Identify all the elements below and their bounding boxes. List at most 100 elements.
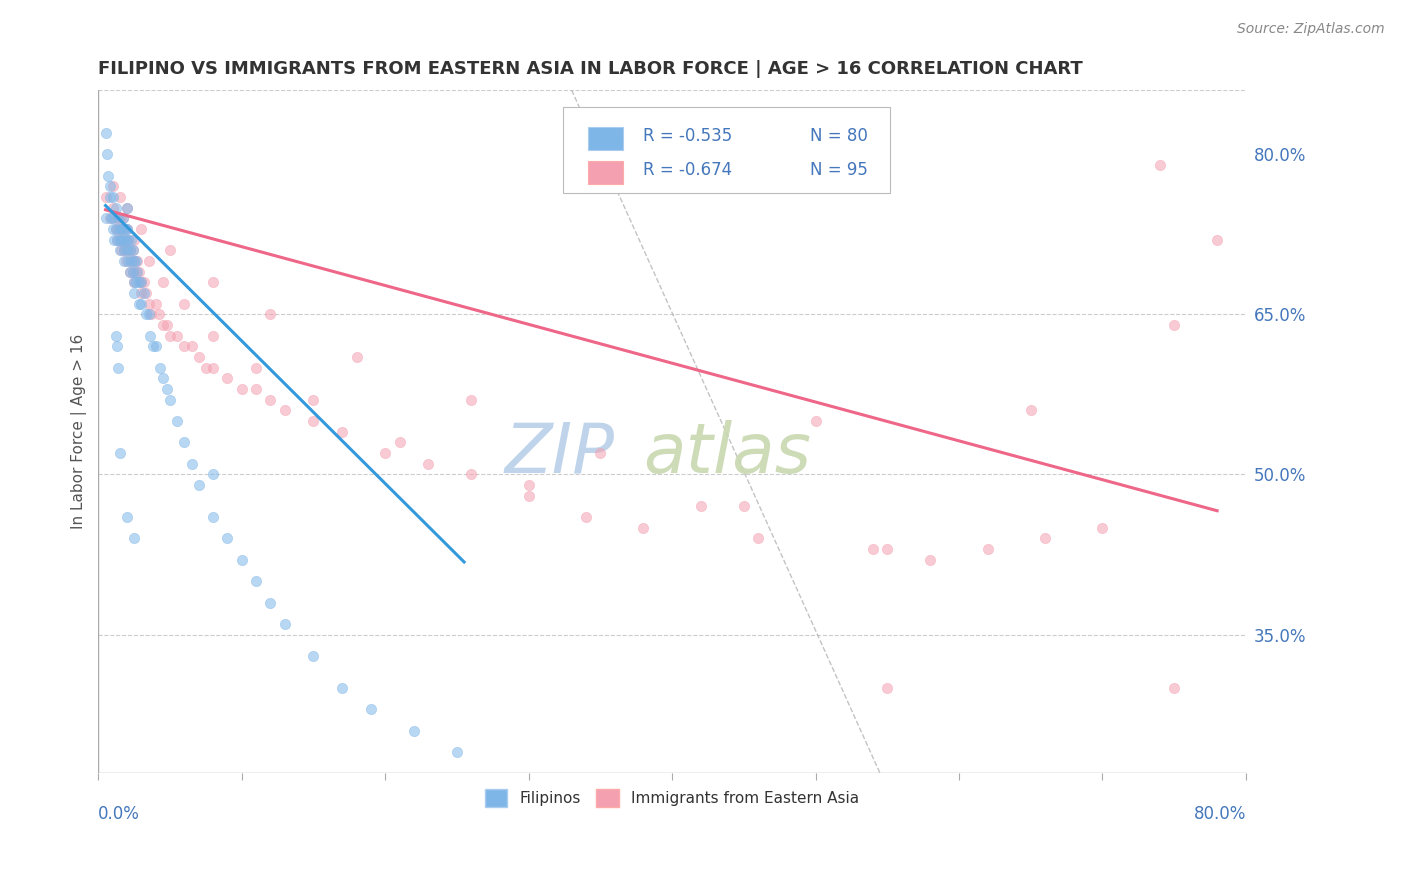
Point <box>460 392 482 407</box>
Point <box>120 254 142 268</box>
Point <box>114 222 136 236</box>
Point <box>862 542 884 557</box>
Point <box>110 244 132 258</box>
Point <box>217 371 239 385</box>
Point <box>1163 318 1185 332</box>
Point <box>259 595 281 609</box>
Point <box>124 276 146 290</box>
Point <box>121 244 143 258</box>
Point <box>122 254 145 268</box>
Point <box>111 222 134 236</box>
Point <box>402 723 425 738</box>
Point <box>107 222 129 236</box>
Point <box>876 681 898 695</box>
Point <box>112 244 135 258</box>
Point <box>152 276 174 290</box>
Point <box>104 211 127 226</box>
Point <box>108 190 131 204</box>
Point <box>156 382 179 396</box>
Point <box>589 446 612 460</box>
Point <box>145 339 167 353</box>
Point <box>976 542 998 557</box>
Point <box>733 500 755 514</box>
Point <box>108 222 131 236</box>
Point <box>374 446 396 460</box>
Point <box>111 211 134 226</box>
Point <box>120 254 142 268</box>
Point <box>128 296 150 310</box>
Point <box>121 244 143 258</box>
Point <box>148 307 170 321</box>
FancyBboxPatch shape <box>588 161 623 184</box>
Point <box>245 574 267 589</box>
FancyBboxPatch shape <box>562 107 890 193</box>
Point <box>121 265 143 279</box>
Point <box>117 233 139 247</box>
Point <box>112 254 135 268</box>
Point <box>98 211 121 226</box>
Point <box>187 478 209 492</box>
Point <box>108 233 131 247</box>
Point <box>111 233 134 247</box>
Point <box>125 254 148 268</box>
Point <box>142 339 165 353</box>
Point <box>517 489 540 503</box>
Point <box>107 360 129 375</box>
Point <box>97 169 120 183</box>
Point <box>111 211 134 226</box>
Point <box>202 510 225 524</box>
Point <box>121 265 143 279</box>
Point <box>149 360 172 375</box>
Point <box>118 244 141 258</box>
Point <box>101 211 124 226</box>
Point <box>202 360 225 375</box>
Point <box>114 233 136 247</box>
Point <box>94 126 117 140</box>
Point <box>115 222 138 236</box>
Point <box>103 233 125 247</box>
Point <box>108 233 131 247</box>
Point <box>101 179 124 194</box>
Text: R = -0.674: R = -0.674 <box>644 161 733 179</box>
Point <box>274 403 297 417</box>
Point <box>245 382 267 396</box>
Point <box>173 339 195 353</box>
Point <box>152 318 174 332</box>
Point <box>118 265 141 279</box>
Text: ZIP: ZIP <box>505 419 614 487</box>
Point <box>118 265 141 279</box>
Text: N = 80: N = 80 <box>810 127 868 145</box>
Point <box>360 702 382 716</box>
Point <box>115 244 138 258</box>
Point <box>107 211 129 226</box>
Point <box>94 190 117 204</box>
Point <box>131 286 153 301</box>
Point <box>460 467 482 482</box>
Point <box>138 254 160 268</box>
Point <box>110 222 132 236</box>
Point <box>1091 521 1114 535</box>
Point <box>128 265 150 279</box>
Point <box>122 276 145 290</box>
Point <box>330 681 353 695</box>
Point <box>122 233 145 247</box>
Point <box>105 233 128 247</box>
Point <box>117 233 139 247</box>
Point <box>94 211 117 226</box>
Point <box>1033 532 1056 546</box>
Point <box>112 222 135 236</box>
Point <box>346 350 368 364</box>
Point <box>139 328 162 343</box>
Point <box>128 276 150 290</box>
Point <box>173 435 195 450</box>
Point <box>633 521 655 535</box>
Point <box>110 222 132 236</box>
Point <box>259 392 281 407</box>
Point <box>138 307 160 321</box>
Point <box>101 190 124 204</box>
Point <box>108 211 131 226</box>
Text: Source: ZipAtlas.com: Source: ZipAtlas.com <box>1237 22 1385 37</box>
Point <box>156 318 179 332</box>
Point <box>231 382 253 396</box>
Point <box>122 286 145 301</box>
